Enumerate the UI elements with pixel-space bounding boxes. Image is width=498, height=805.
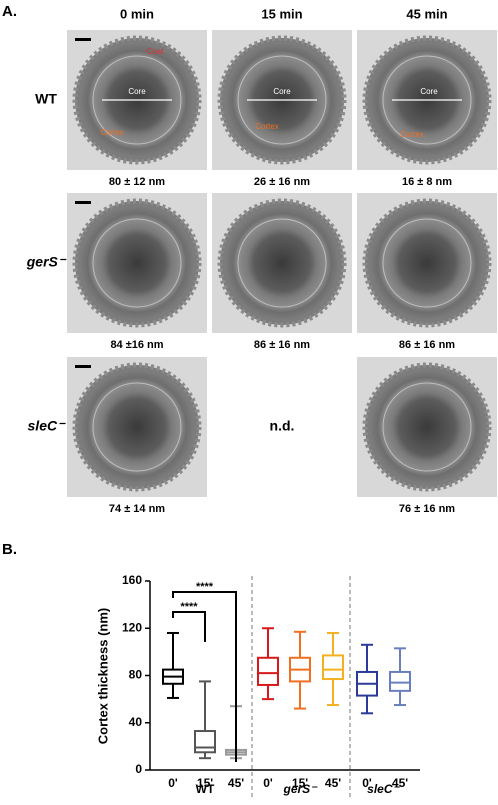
- cortex-ring: [237, 55, 327, 145]
- panel-label: A.: [2, 3, 17, 20]
- box: [389, 670, 411, 692]
- x-tick-label: 0': [263, 776, 273, 790]
- annotation: Core: [273, 87, 291, 96]
- measurement: 86 ± 16 nm: [399, 339, 455, 351]
- significance: ****: [196, 581, 214, 593]
- significance-bracket: [172, 591, 237, 762]
- spore: [371, 207, 483, 319]
- annotation: Coat: [147, 47, 165, 56]
- annotation: Core: [420, 87, 438, 96]
- panel-label: B.: [2, 541, 17, 558]
- measurement: 86 ± 16 nm: [254, 339, 310, 351]
- cortex-ring: [92, 55, 182, 145]
- box: [194, 730, 216, 754]
- x-tick-label: 0': [168, 776, 178, 790]
- measurement: 74 ± 14 nm: [109, 503, 165, 515]
- annotation: Cortex: [400, 130, 424, 139]
- spore: [81, 371, 193, 483]
- group-label: WT: [196, 782, 215, 796]
- cortex-ring: [382, 218, 472, 308]
- y-tick-label: 0: [135, 762, 142, 776]
- measurement: 16 ± 8 nm: [402, 176, 452, 188]
- scale-bar: [75, 365, 91, 368]
- annotation: Cortex: [255, 122, 279, 131]
- x-tick-label: 15': [292, 776, 308, 790]
- x-tick-label: 45': [228, 776, 244, 790]
- cortex-ring: [92, 218, 182, 308]
- scale-bar: [75, 201, 91, 204]
- y-tick-label: 120: [122, 620, 142, 634]
- spore: [81, 207, 193, 319]
- annotation: Cortex: [100, 128, 124, 137]
- significance: ****: [180, 601, 198, 613]
- spore: [226, 207, 338, 319]
- measurement: 26 ± 16 nm: [254, 176, 310, 188]
- significance-bracket: [172, 611, 206, 642]
- y-tick-label: 160: [122, 573, 142, 587]
- measurement: 76 ± 16 nm: [399, 503, 455, 515]
- x-tick-label: 45': [325, 776, 341, 790]
- measurement: 80 ± 12 nm: [109, 176, 165, 188]
- x-tick-label: 45': [392, 776, 408, 790]
- group-label: sleC⁻: [367, 782, 400, 796]
- box: [322, 654, 344, 681]
- row-label: gerS⁻: [26, 254, 67, 270]
- spore: [371, 371, 483, 483]
- row-label: WT: [35, 91, 57, 107]
- cortex-ring: [237, 218, 327, 308]
- measurement: 84 ±16 nm: [110, 339, 163, 351]
- x-tick-label: 0': [362, 776, 372, 790]
- column-header: 45 min: [406, 6, 447, 21]
- row-label: sleC⁻: [28, 418, 67, 434]
- column-header: 0 min: [120, 6, 154, 21]
- cortex-ring: [382, 382, 472, 472]
- cortex-ring: [92, 382, 182, 472]
- box: [257, 656, 279, 686]
- cortex-ring: [382, 55, 472, 145]
- y-tick-label: 80: [129, 668, 143, 682]
- scale-bar: [75, 38, 91, 41]
- x-tick-label: 15': [197, 776, 213, 790]
- y-tick-label: 40: [129, 715, 143, 729]
- annotation: Core: [128, 87, 146, 96]
- column-header: 15 min: [261, 6, 302, 21]
- group-label: gerS⁻: [282, 782, 318, 796]
- y-axis-label: Cortex thickness (nm): [95, 608, 110, 745]
- not-determined: n.d.: [270, 418, 295, 434]
